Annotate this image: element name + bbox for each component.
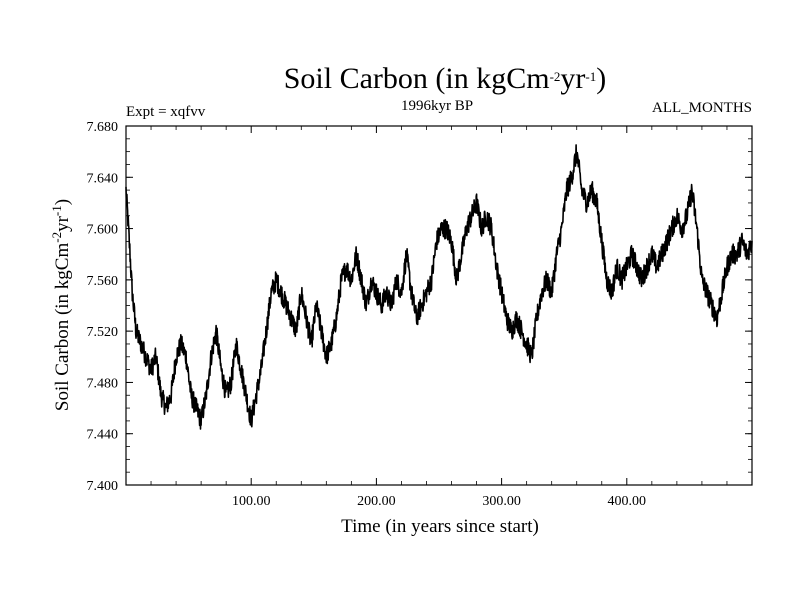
x-axis-label: Time (in years since start) bbox=[341, 516, 539, 537]
series-line-soil-carbon bbox=[125, 144, 753, 430]
x-tick-label: 200.00 bbox=[357, 494, 396, 509]
x-tick-label: 400.00 bbox=[608, 494, 647, 509]
x-tick-label: 300.00 bbox=[482, 494, 521, 509]
x-tick-label: 100.00 bbox=[232, 494, 271, 509]
subtitle-period: 1996kyr BP bbox=[401, 98, 473, 114]
subtitle-expt: Expt = xqfvv bbox=[126, 104, 206, 120]
subtitle-months: ALL_MONTHS bbox=[652, 100, 752, 116]
y-axis-label: Soil Carbon (in kgCm-2yr-1) bbox=[49, 199, 74, 411]
y-axis-ticks: 7.400 7.440 7.480 7.520 7.560 7.600 7.640 7.680 bbox=[87, 120, 752, 494]
y-tick-label: 7.520 bbox=[87, 325, 119, 340]
y-tick-label: 7.600 bbox=[87, 223, 119, 238]
y-tick-label: 7.480 bbox=[87, 376, 119, 391]
y-tick-label: 7.680 bbox=[87, 120, 119, 135]
y-tick-label: 7.640 bbox=[87, 171, 119, 186]
plot-frame bbox=[125, 125, 753, 486]
chart-title: Soil Carbon (in kgCm-2yr-1) bbox=[284, 62, 607, 95]
y-tick-label: 7.440 bbox=[87, 428, 119, 443]
y-tick-label: 7.400 bbox=[87, 479, 119, 494]
y-tick-label: 7.560 bbox=[87, 274, 119, 289]
x-axis-ticks: 100.00 200.00 300.00 400.00 bbox=[150, 126, 728, 509]
